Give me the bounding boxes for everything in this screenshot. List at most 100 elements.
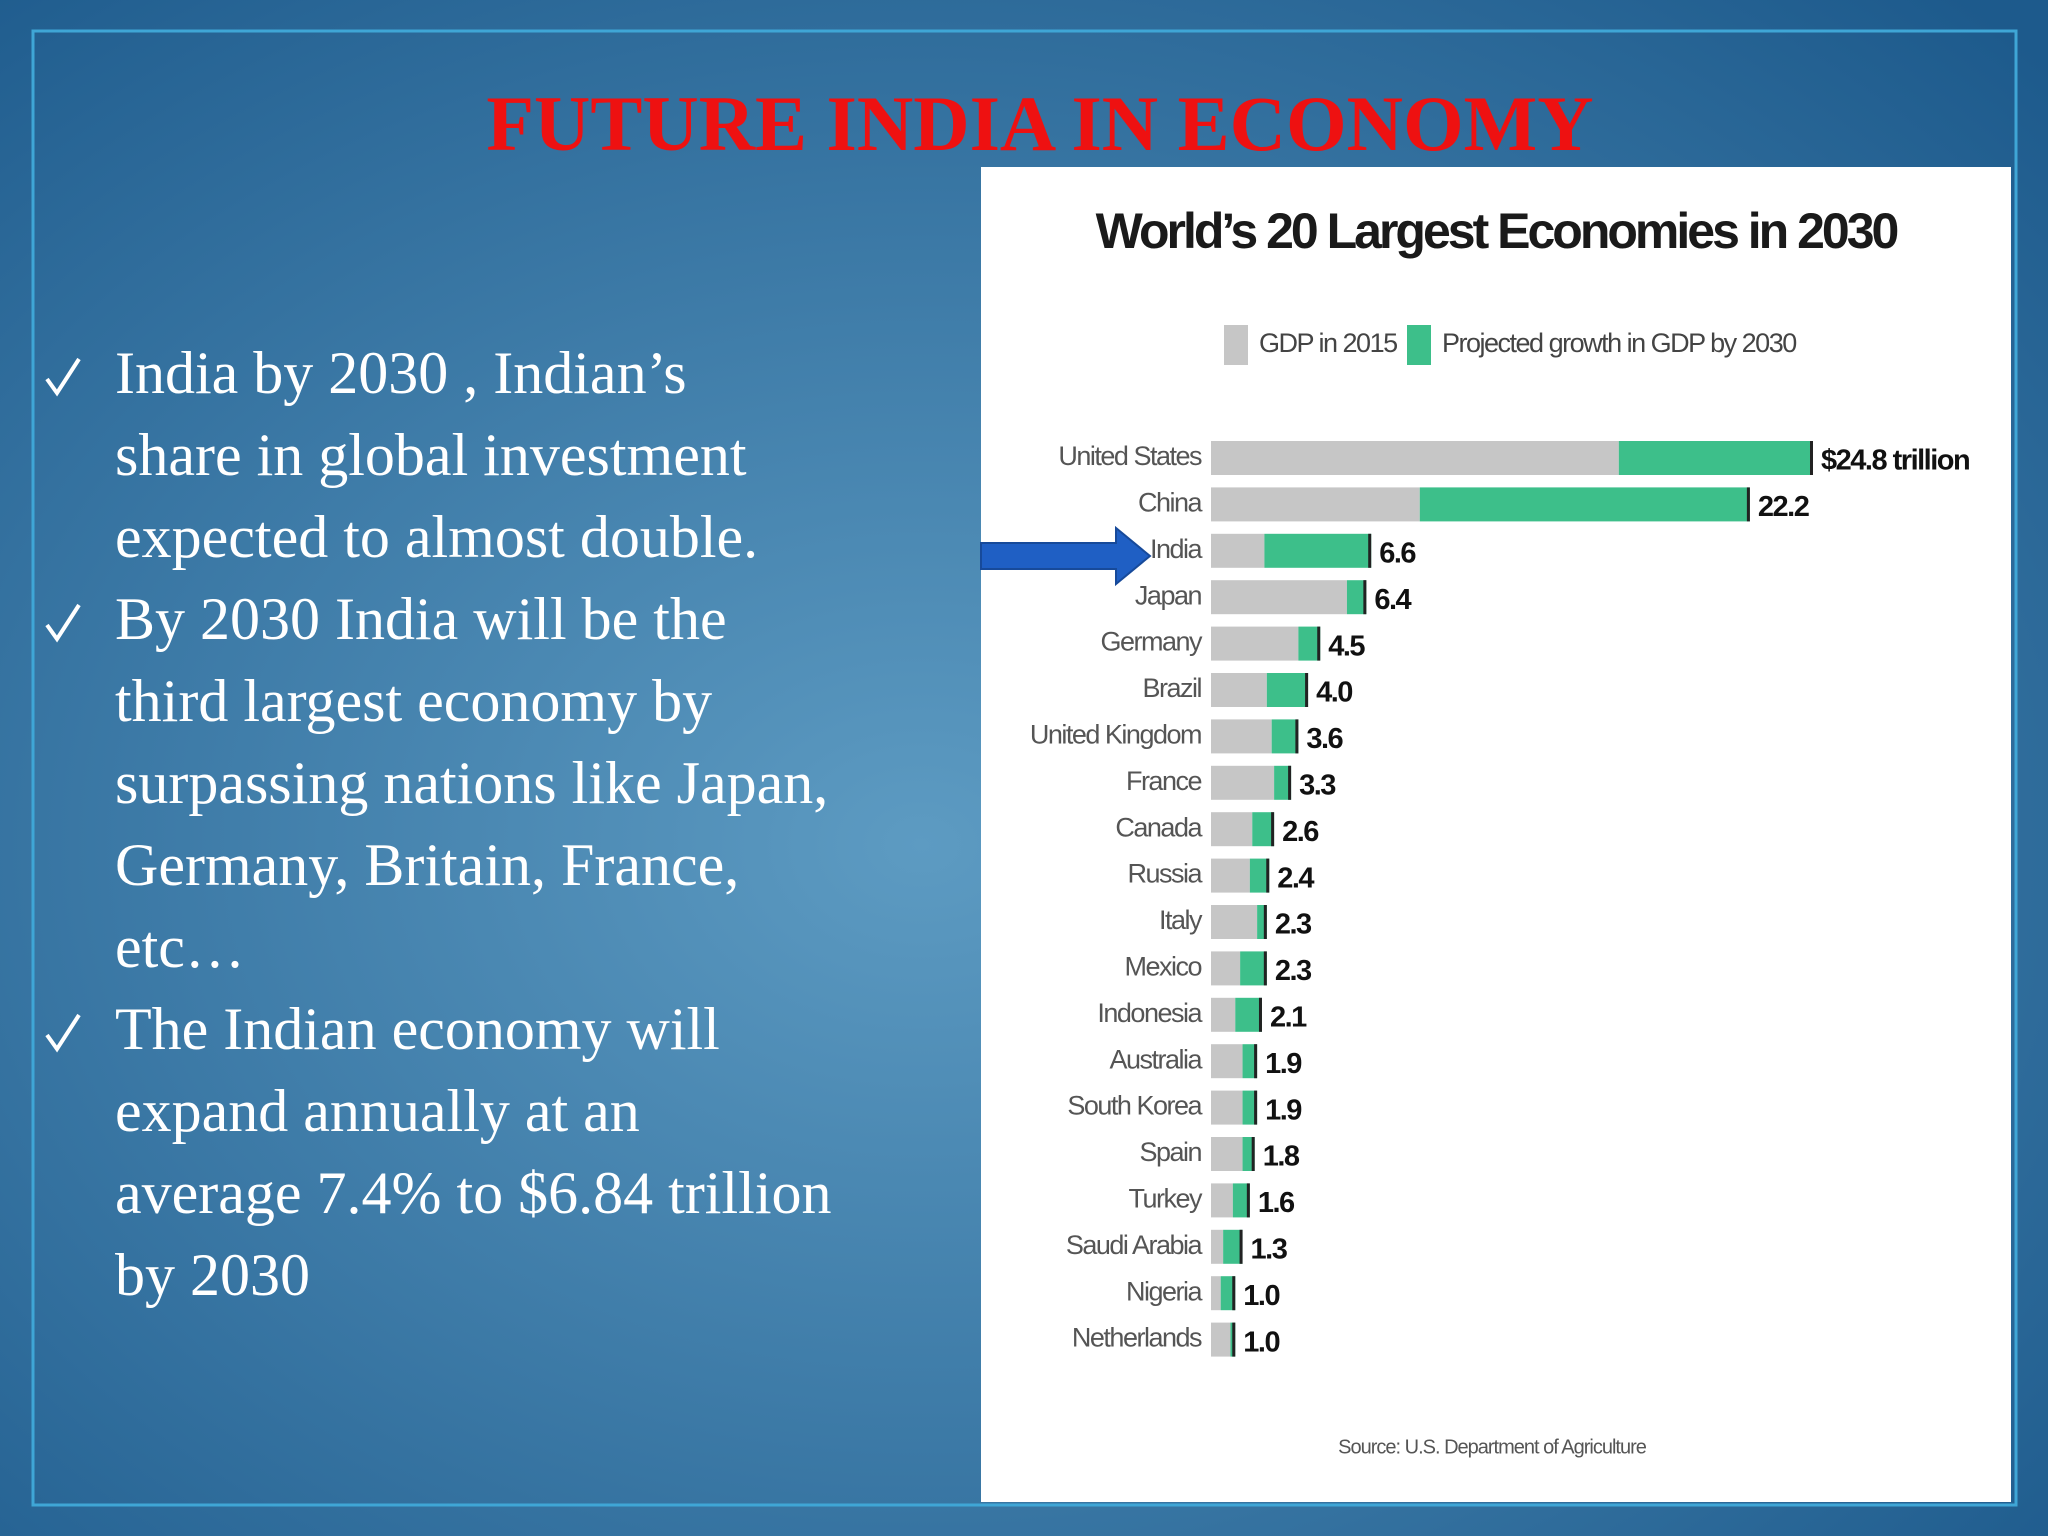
check-mark [45, 1013, 81, 1053]
bullet-text: share in global investment [115, 422, 747, 488]
bar-segment [1211, 626, 1299, 661]
bar-end [1251, 1137, 1255, 1171]
bar-segment [1211, 1090, 1243, 1125]
category-label: Spain [1139, 1137, 1201, 1167]
chart-panel [981, 167, 2011, 1502]
value-label: 2.6 [1282, 816, 1319, 848]
bar-segment [1211, 1322, 1231, 1357]
bar-end [1317, 626, 1321, 661]
legend-label: Projected growth in GDP by 2030 [1442, 328, 1796, 358]
chart-title: World’s 20 Largest Economies in 2030 [1096, 203, 1898, 259]
source: Source: U.S. Department of Agriculture [1338, 1436, 1647, 1458]
bar-segment [1211, 1137, 1243, 1171]
bullet-text: expand annually at an [115, 1078, 640, 1144]
bar-end [1271, 812, 1275, 847]
bar-segment [1242, 1137, 1255, 1171]
bar-segment [1211, 719, 1272, 754]
bullet-text: By 2030 India will be the [115, 586, 727, 652]
value-label: 1.6 [1258, 1187, 1295, 1219]
value-label: 4.0 [1316, 677, 1352, 709]
bar-segment [1211, 487, 1420, 522]
bar-end [1258, 997, 1262, 1032]
bar-segment [1211, 858, 1250, 893]
category-label: Netherlands [1072, 1323, 1202, 1353]
value-label: 1.8 [1263, 1141, 1300, 1173]
category-label: Canada [1115, 812, 1203, 842]
value-label: 6.6 [1379, 537, 1416, 569]
bar-segment [1249, 858, 1270, 893]
bar-end [1246, 1183, 1250, 1218]
value-label: 3.6 [1306, 723, 1343, 755]
bullet-text: expected to almost double. [115, 504, 758, 570]
bar-segment [1618, 441, 1813, 475]
arrow [980, 525, 1152, 587]
bar-segment [1257, 905, 1267, 939]
border [31, 29, 2018, 1507]
bullet-text: India by 2030 , Indian’s [115, 340, 687, 406]
category-label: Turkey [1128, 1184, 1203, 1214]
value-label: 1.0 [1243, 1326, 1279, 1358]
value-label: 6.4 [1374, 584, 1411, 616]
bar-end [1263, 951, 1267, 986]
bar-segment [1211, 1276, 1221, 1311]
bullet-text: average 7.4% to $6.84 trillion [115, 1160, 831, 1226]
value-label: 2.3 [1275, 909, 1312, 941]
bar-segment [1211, 533, 1265, 568]
bar-end [1232, 1276, 1236, 1311]
bullet-text: third largest economy by [115, 668, 712, 734]
bullet-text: surpassing nations like Japan, [115, 750, 828, 816]
category-label: Australia [1109, 1044, 1203, 1074]
bar-end [1363, 580, 1367, 615]
bar-segment [1232, 1183, 1250, 1218]
bar-end [1254, 1090, 1258, 1125]
bar-end [1295, 719, 1299, 754]
category-label: Brazil [1142, 673, 1201, 703]
value-label: 3.3 [1299, 769, 1336, 801]
bar-end [1305, 673, 1309, 707]
bar-segment [1242, 1044, 1258, 1079]
bar-end [1288, 765, 1292, 800]
bar-segment [1220, 1276, 1236, 1311]
bar-segment [1264, 533, 1372, 568]
check-mark [45, 603, 81, 643]
bullet-text: by 2030 [115, 1242, 310, 1308]
value-label: $24.8 trillion [1821, 445, 1969, 477]
slide-title: FUTURE INDIA IN ECONOMY [486, 80, 1593, 167]
legend-label: GDP in 2015 [1259, 328, 1397, 358]
value-label: 1.9 [1265, 1094, 1302, 1126]
category-label: Italy [1159, 905, 1203, 935]
bar-segment [1211, 580, 1347, 615]
category-label: Japan [1135, 580, 1202, 610]
bar-end [1232, 1322, 1236, 1357]
check-mark [45, 357, 81, 397]
bar-end [1746, 487, 1750, 522]
bar-segment [1298, 626, 1321, 661]
category-label: United Kingdom [1030, 720, 1201, 750]
bar-segment [1211, 1183, 1233, 1218]
bar-segment [1211, 1044, 1243, 1079]
value-label: 2.3 [1275, 955, 1312, 987]
category-label: China [1138, 488, 1204, 518]
bar-end [1239, 1229, 1243, 1264]
bar-segment [1252, 812, 1275, 847]
value-label: 2.1 [1270, 1001, 1307, 1033]
bar-segment [1211, 951, 1241, 986]
bullet-text: Germany, Britain, France, [115, 832, 739, 898]
bar-segment [1211, 441, 1619, 475]
category-label: Mexico [1124, 952, 1201, 982]
bar-end [1810, 441, 1813, 475]
bullet-text: The Indian economy will [115, 996, 720, 1062]
value-label: 4.5 [1328, 630, 1365, 662]
bar-end [1266, 858, 1270, 893]
bar-segment [1274, 765, 1292, 800]
bar-end [1368, 533, 1372, 568]
category-label: Russia [1127, 859, 1203, 889]
category-label: India [1150, 534, 1204, 564]
bar-segment [1346, 580, 1367, 615]
bar-segment [1211, 765, 1275, 800]
bar-segment [1211, 673, 1267, 707]
bar-segment [1211, 1229, 1224, 1264]
legend-swatch [1407, 325, 1431, 365]
